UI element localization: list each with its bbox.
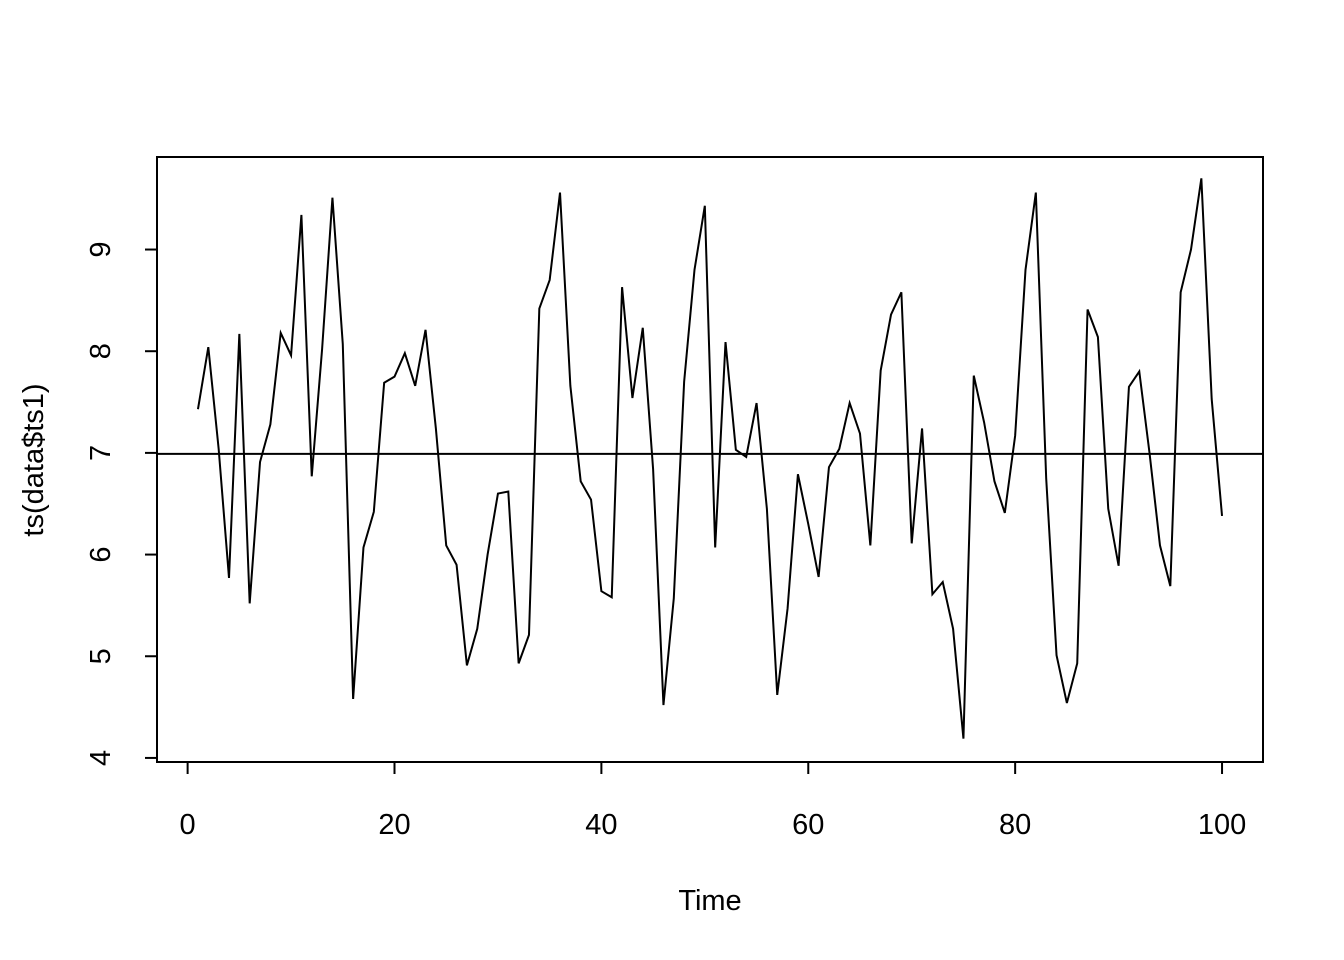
plot-box <box>156 156 1264 763</box>
x-tick-label: 0 <box>180 809 196 841</box>
y-tick-label: 8 <box>85 343 117 359</box>
x-tick-label: 100 <box>1198 809 1246 841</box>
x-tick-label: 40 <box>585 809 617 841</box>
y-tick-label: 6 <box>85 547 117 563</box>
y-tick-label: 9 <box>85 241 117 257</box>
series-line <box>196 178 1224 739</box>
y-tick-label: 4 <box>85 750 117 766</box>
x-tick-label: 20 <box>378 809 410 841</box>
x-tick-label: 80 <box>999 809 1031 841</box>
y-tick-label: 5 <box>85 648 117 664</box>
y-axis-label: ts(data$ts1) <box>18 383 50 536</box>
y-tick-label: 7 <box>85 445 117 461</box>
x-axis-label: Time <box>678 885 741 917</box>
x-tick-label: 60 <box>792 809 824 841</box>
